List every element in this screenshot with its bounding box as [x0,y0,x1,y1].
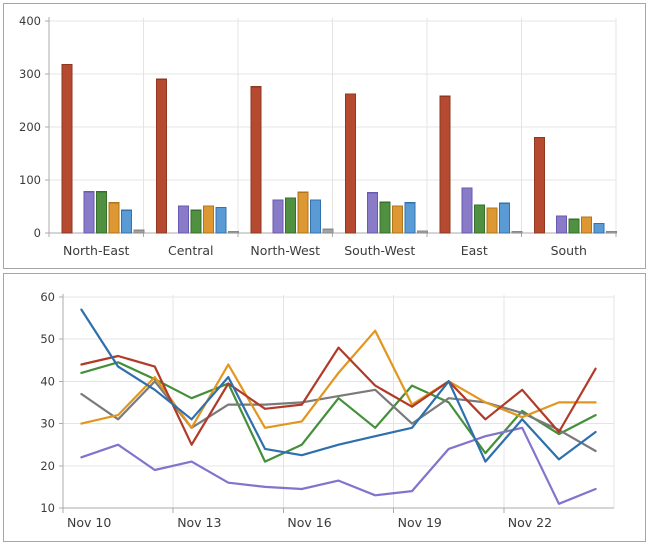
line-chart[interactable]: 10 20 30 40 50 60 Nov 10 Nov 13 Nov 16 Nov 19 Nov … [4,274,645,541]
series-red-line[interactable] [80,346,597,446]
bar-purple-series-South[interactable] [555,215,568,234]
category-label: East [461,243,488,258]
bar-green-series-North-West[interactable] [284,197,297,234]
bar-gray-series-South-West[interactable] [416,230,429,234]
bar-gray-series-Central[interactable] [227,230,240,234]
y-axis-label: 0 [34,226,41,240]
bar-purple-series-North-East[interactable] [83,191,95,234]
series-blue-line[interactable] [80,308,597,463]
bar-orange-series-South[interactable] [580,216,593,234]
series-purple-line[interactable] [80,426,597,505]
series-gray-line[interactable] [80,380,597,453]
x-axis-label: Nov 13 [177,515,221,530]
bar-green-series-Central[interactable] [190,209,202,234]
bar-red-series-Central[interactable] [155,78,168,234]
series-green-line[interactable] [80,361,597,463]
y-axis-label: 200 [19,120,41,134]
category-label: North-West [250,243,320,258]
bar-green-series-East[interactable] [473,204,486,234]
bar-purple-series-East[interactable] [461,187,473,234]
bar-gray-series-North-West[interactable] [322,228,334,234]
bar-orange-series-South-West[interactable] [391,205,404,234]
bar-blue-series-East[interactable] [498,202,511,234]
bar-chart[interactable]: 0 100 200 300 400 North-East Central North-West… [4,4,645,268]
line-plot-area[interactable] [63,294,614,508]
bar-red-series-East[interactable] [439,95,451,234]
y-axis-label: 300 [19,67,41,81]
bar-red-series-South[interactable] [533,137,546,234]
bar-blue-series-Central[interactable] [215,207,227,234]
y-axis-label: 20 [40,459,55,473]
bar-red-series-North-West[interactable] [250,86,262,234]
bar-blue-series-South[interactable] [593,222,605,234]
x-axis-label: Nov 19 [398,515,442,530]
bar-orange-series-East[interactable] [486,207,498,234]
bar-gray-series-East[interactable] [511,230,523,234]
category-label: South [551,243,587,258]
bar-green-series-South-West[interactable] [379,201,391,234]
bar-orange-series-Central[interactable] [202,205,215,234]
bar-orange-series-North-East[interactable] [108,202,120,234]
y-axis-label: 10 [40,501,55,515]
bar-chart-panel: 0 100 200 300 400 North-East Central North-West… [3,3,646,269]
category-label: Central [168,243,214,258]
x-axis-label: Nov 10 [67,515,111,530]
y-axis-label: 400 [19,14,41,28]
bar-red-series-South-West[interactable] [344,93,357,234]
y-axis-label: 50 [40,332,55,346]
bar-purple-series-South-West[interactable] [366,192,379,234]
x-axis-label: Nov 16 [287,515,331,530]
category-label: South-West [344,243,415,258]
bar-red-series-North-East[interactable] [61,63,73,234]
bar-orange-series-North-West[interactable] [297,191,309,234]
bar-blue-series-North-West[interactable] [309,199,322,234]
bar-green-series-North-East[interactable] [95,191,108,234]
y-axis-label: 100 [19,173,41,187]
bar-green-series-South[interactable] [568,218,580,234]
y-axis-label: 40 [40,374,55,388]
bar-gray-series-South[interactable] [605,230,618,234]
line-chart-panel: 10 20 30 40 50 60 Nov 10 Nov 13 Nov 16 Nov 19 Nov … [3,273,646,542]
bar-blue-series-South-West[interactable] [404,202,416,234]
y-axis-label: 60 [40,290,55,304]
y-axis-label: 30 [40,417,55,431]
bar-blue-series-North-East[interactable] [120,209,133,234]
bar-gray-series-North-East[interactable] [133,229,145,234]
category-label: North-East [63,243,130,258]
x-axis-label: Nov 22 [508,515,552,530]
bar-purple-series-North-West[interactable] [272,199,284,234]
bar-purple-series-Central[interactable] [177,205,190,234]
